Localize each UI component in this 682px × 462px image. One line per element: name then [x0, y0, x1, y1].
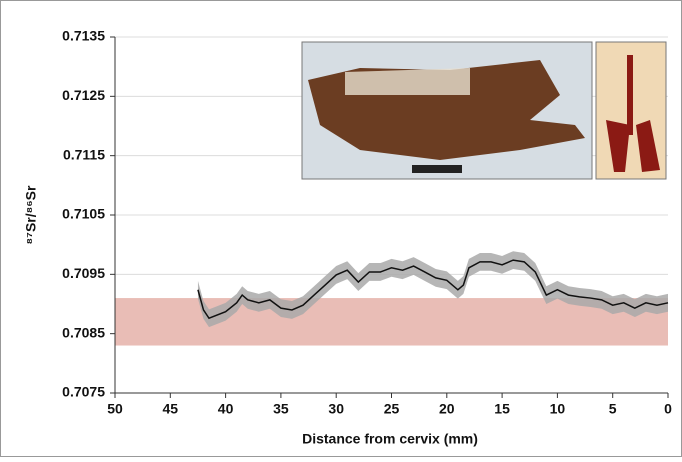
- x-tick-label: 45: [163, 401, 179, 417]
- y-tick-label: 0.7125: [62, 87, 105, 103]
- y-tick-label: 0.7115: [63, 146, 105, 162]
- data-line: [197, 259, 669, 320]
- x-axis-title: Distance from cervix (mm): [302, 431, 478, 447]
- photo-tooth: [595, 41, 667, 180]
- x-tick-label: 25: [384, 401, 400, 417]
- error-envelope: [197, 251, 668, 328]
- y-tick-label: 0.7085: [62, 324, 105, 340]
- x-tick-label: 0: [664, 401, 672, 417]
- x-tick-label: 30: [328, 401, 344, 417]
- x-tick-label: 15: [494, 401, 510, 417]
- y-tick-label: 0.7135: [62, 28, 105, 44]
- y-tick-label: 0.7095: [62, 265, 105, 281]
- x-tick-label: 50: [107, 401, 123, 417]
- y-tick-label: 0.7105: [62, 206, 105, 222]
- x-tick-label: 35: [273, 401, 289, 417]
- x-tick-label: 20: [439, 401, 455, 417]
- plot-area: 0.7075 0.7085 0.7095 0.7105 0.7115 0.7125 0.71…: [62, 28, 672, 417]
- x-tick-label: 40: [218, 401, 234, 417]
- y-axis-title: ⁸⁷Sr/⁸⁶Sr: [23, 185, 39, 244]
- photo-jaw: [301, 41, 593, 180]
- x-tick-label: 10: [550, 401, 566, 417]
- x-tick-label: 5: [609, 401, 617, 417]
- y-tick-label: 0.7075: [62, 384, 105, 400]
